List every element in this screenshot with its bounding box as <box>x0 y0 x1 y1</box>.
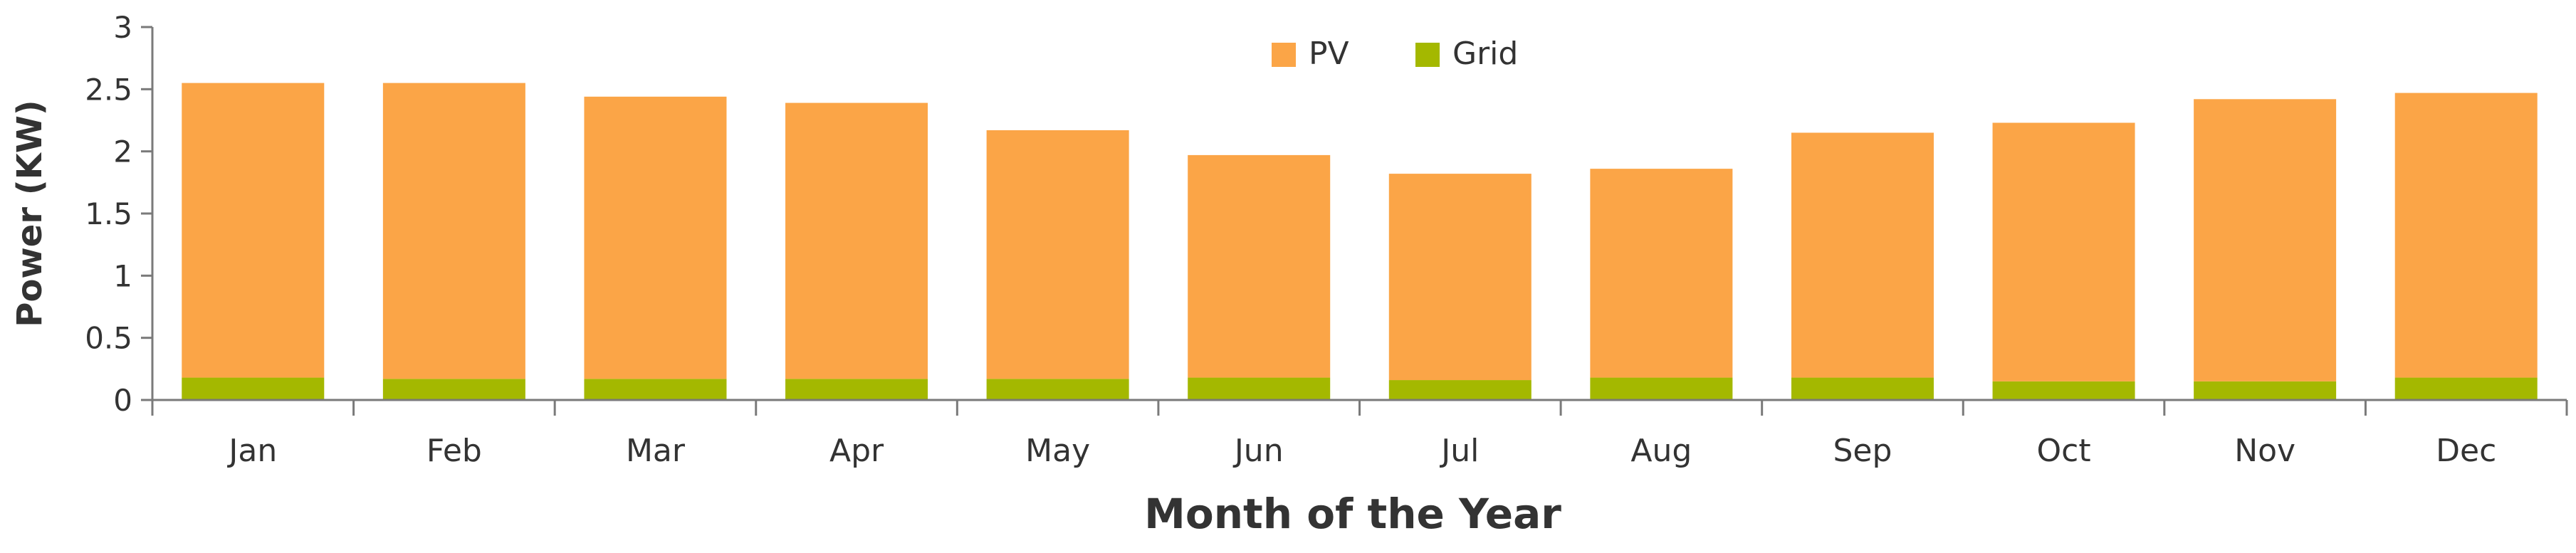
bar-grid-sep <box>1791 377 1934 400</box>
legend-label-grid: Grid <box>1452 36 1518 72</box>
y-tick-label: 1.5 <box>85 196 132 231</box>
y-axis-label: Power (KW) <box>10 100 50 327</box>
bars-layer <box>182 83 2538 400</box>
y-tick-label: 2 <box>113 135 132 169</box>
y-tick-label: 0.5 <box>85 321 132 356</box>
bar-grid-may <box>986 379 1129 400</box>
bar-grid-feb <box>382 379 525 400</box>
legend-swatch-pv <box>1272 43 1296 67</box>
bar-pv-nov <box>2194 99 2337 381</box>
y-tick-label: 3 <box>113 10 132 45</box>
legend-swatch-grid <box>1415 43 1440 67</box>
bar-pv-jul <box>1388 174 1532 381</box>
x-tick-label-sep: Sep <box>1833 433 1892 469</box>
bar-pv-mar <box>584 96 727 379</box>
x-tick-label-jun: Jun <box>1232 433 1284 469</box>
bar-grid-mar <box>584 379 727 400</box>
legend-label-pv: PV <box>1309 36 1349 72</box>
legend: PV Grid <box>1272 36 1518 72</box>
x-tick-label-jul: Jul <box>1439 433 1479 469</box>
x-tick-label-oct: Oct <box>2037 433 2091 469</box>
x-tick-label-jan: Jan <box>226 433 277 469</box>
y-tick-label: 2.5 <box>85 72 132 107</box>
bar-grid-apr <box>785 379 928 400</box>
bar-pv-jan <box>182 83 325 378</box>
bar-pv-oct <box>1992 122 2135 381</box>
bar-grid-dec <box>2394 377 2538 400</box>
bar-pv-jun <box>1188 154 1331 378</box>
x-tick-label-aug: Aug <box>1630 433 1692 469</box>
x-axis-label: Month of the Year <box>1144 490 1561 538</box>
y-ticks: 0 0.5 1 1.5 2 2.5 3 <box>85 10 152 418</box>
y-tick-label: 0 <box>113 383 132 418</box>
bar-pv-apr <box>785 102 928 379</box>
x-ticks: Jan Feb Mar Apr May Jun Jul Aug Sep Oct Nov Dec <box>151 400 2568 469</box>
bar-pv-dec <box>2394 93 2538 378</box>
x-tick-label-may: May <box>1025 433 1090 469</box>
bar-grid-aug <box>1590 377 1733 400</box>
bar-grid-nov <box>2194 381 2337 400</box>
bar-grid-jan <box>182 377 325 400</box>
bar-pv-aug <box>1590 169 1733 378</box>
bar-pv-may <box>986 130 1129 379</box>
bar-grid-jul <box>1388 380 1532 400</box>
x-tick-label-mar: Mar <box>626 433 686 469</box>
bar-pv-sep <box>1791 132 1934 378</box>
x-tick-label-nov: Nov <box>2234 433 2295 469</box>
bar-pv-feb <box>382 83 525 379</box>
bar-grid-oct <box>1992 381 2135 400</box>
bar-grid-jun <box>1188 377 1331 400</box>
x-tick-label-apr: Apr <box>829 433 884 469</box>
x-tick-label-feb: Feb <box>426 433 482 469</box>
x-tick-label-dec: Dec <box>2436 433 2496 469</box>
y-tick-label: 1 <box>113 258 132 293</box>
